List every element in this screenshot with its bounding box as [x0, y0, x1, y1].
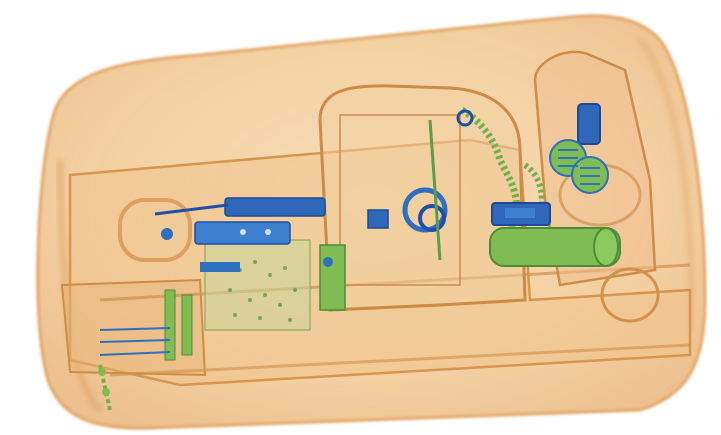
- zipper: [98, 364, 112, 411]
- padlock: [549, 103, 609, 194]
- small-device: [367, 209, 389, 229]
- ring-object: [402, 119, 448, 261]
- circuit-board: [204, 239, 346, 331]
- metal-plate: [154, 197, 326, 272]
- cylinder: [489, 227, 621, 267]
- container-outline: [318, 84, 527, 312]
- green-rods: [99, 289, 193, 361]
